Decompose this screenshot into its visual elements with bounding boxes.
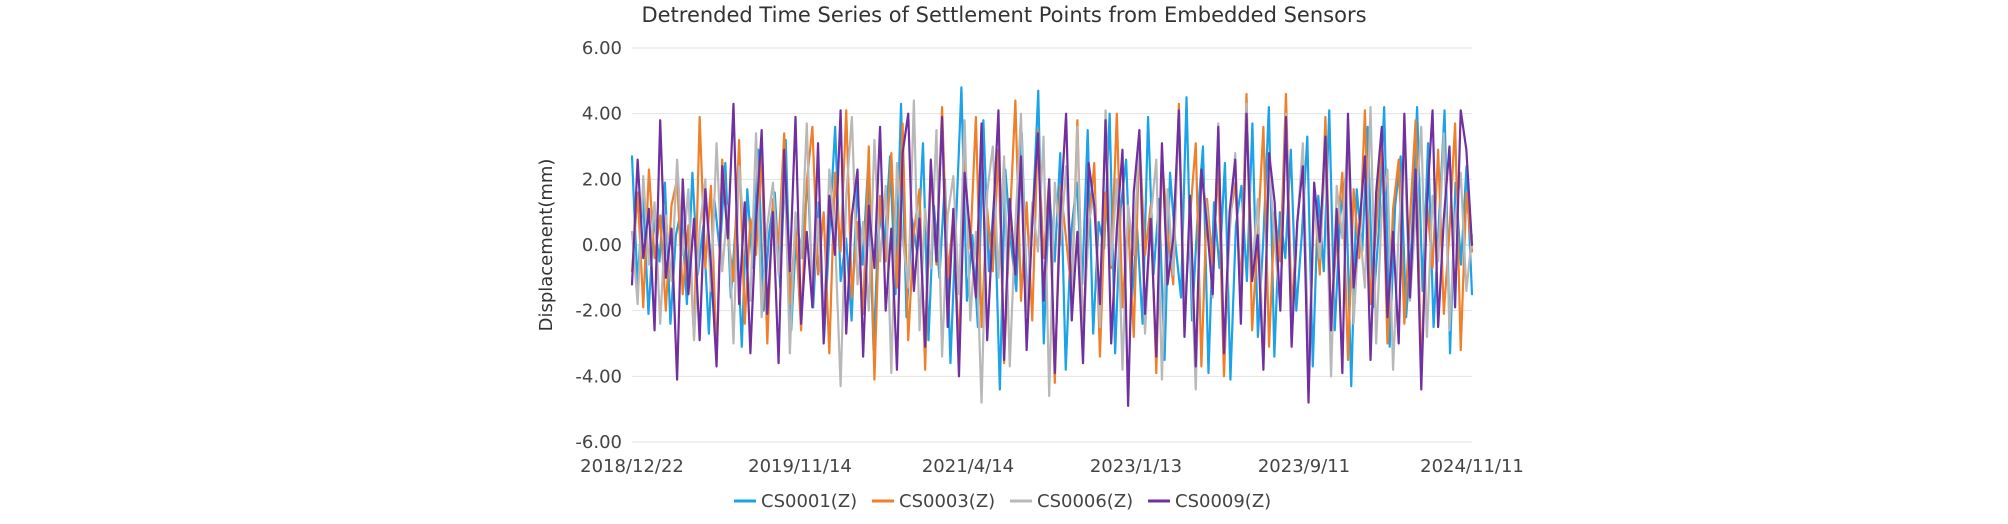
legend-label: CS0001(Z) [761,491,857,512]
x-axis-ticks: 2018/12/22 2019/11/14 2021/4/14 2023/1/13 20… [580,456,1524,477]
y-tick-label: 6.00 [582,38,622,59]
legend-item: CS0003(Z) [872,491,995,512]
y-tick-label: 2.00 [582,169,622,190]
y-tick-label: -4.00 [575,366,622,387]
series-line-cs0009-z [630,102,1474,407]
legend-item: CS0009(Z) [1148,491,1271,512]
y-axis-ticks: 6.00 4.00 2.00 0.00 -2.00 -4.00 -6.00 [575,38,622,453]
legend-label: CS0006(Z) [1037,491,1133,512]
x-tick-label: 2021/4/14 [922,456,1014,477]
x-tick-label: 2018/12/22 [580,456,684,477]
legend-label: CS0009(Z) [1175,491,1271,512]
y-axis-label: Displacement(mm) [536,159,557,332]
y-tick-label: -2.00 [575,301,622,322]
y-tick-label: 0.00 [582,235,622,256]
y-tick-label: 4.00 [582,104,622,125]
y-tick-label: -6.00 [575,432,622,453]
legend: CS0001(Z) CS0003(Z) CS0006(Z) CS0009(Z) [734,491,1271,512]
x-tick-label: 2024/11/11 [1420,456,1524,477]
chart-title: Detrended Time Series of Settlement Poin… [641,3,1366,27]
x-tick-label: 2023/1/13 [1090,456,1182,477]
legend-label: CS0003(Z) [899,491,995,512]
series-lines [630,86,1474,407]
x-tick-label: 2019/11/14 [748,456,852,477]
legend-item: CS0006(Z) [1010,491,1133,512]
x-tick-label: 2023/9/11 [1258,456,1350,477]
legend-item: CS0001(Z) [734,491,857,512]
